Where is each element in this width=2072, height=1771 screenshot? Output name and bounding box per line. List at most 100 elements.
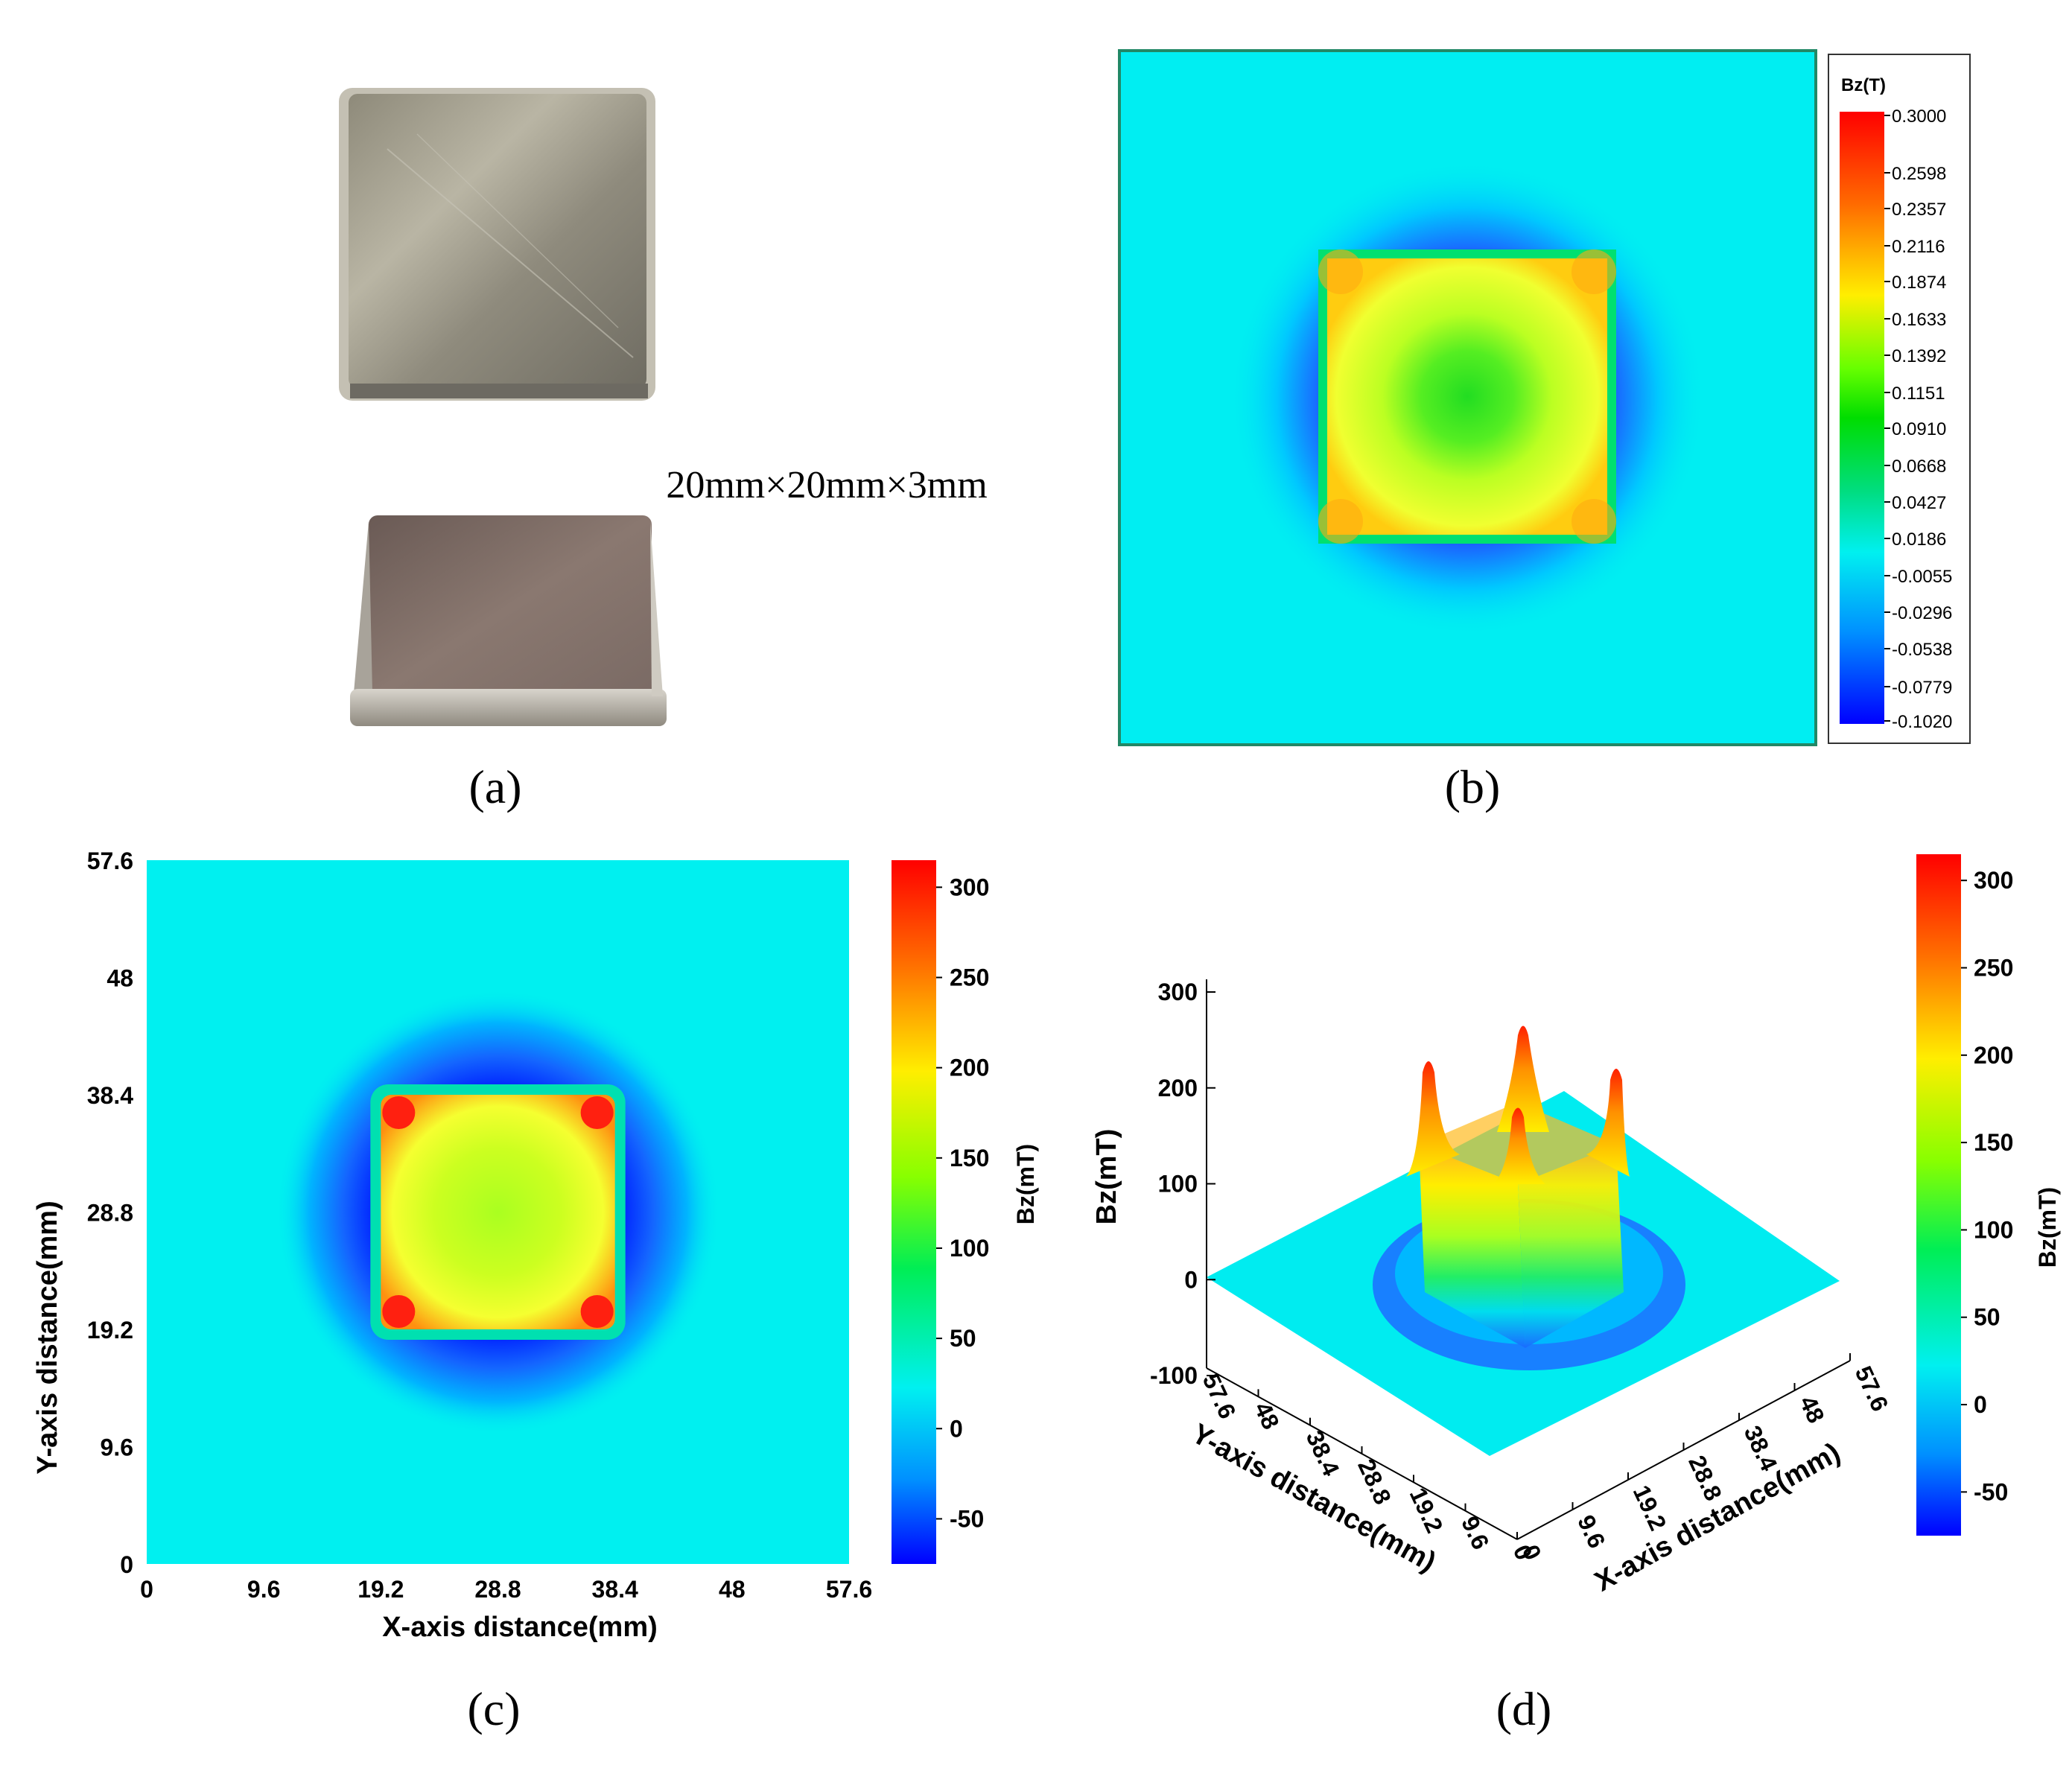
- surface-z-tick-label: 0: [1184, 1266, 1198, 1293]
- surface-zlabel: Bz(mT): [1091, 1129, 1122, 1225]
- surface-peak-right: [1586, 1069, 1630, 1177]
- caption-a: (a): [468, 760, 522, 813]
- surface-y-tick-label: 19.2: [1405, 1484, 1449, 1537]
- colorbar-b-tick-label: 0.2357: [1892, 200, 1946, 220]
- heatmap-corner-peak: [580, 1295, 614, 1328]
- surface-wall-left: [1419, 1145, 1525, 1348]
- heatmap-axes: 0 9.6 19.2 28.8 38.4 48 57.6 0 9.6 19.2 28.8 38.4 48…: [87, 848, 872, 1603]
- heatmap-cb-tick-label: 0: [950, 1415, 963, 1442]
- caption-b: (b): [1444, 760, 1501, 813]
- colorbar-b-tick-label: 0.0668: [1892, 457, 1946, 477]
- heatmap-y-tick: 28.8: [87, 1200, 133, 1227]
- heatmap-ylabel: Y-axis distance(mm): [32, 1201, 63, 1474]
- colorbar-b-tick-label: 0.1392: [1892, 346, 1946, 366]
- surface-x-tick-label: 19.2: [1628, 1481, 1672, 1535]
- heatmap-chart: 0 9.6 19.2 28.8 38.4 48 57.6 0 9.6 19.2 28.8 38.4 48…: [32, 848, 1039, 1643]
- colorbar-b-ticks: 0.3000 0.2598 0.2357 0.2116 0.1874 0.1633 0.13…: [1884, 106, 1952, 732]
- heatmap-cb-tick-label: 50: [950, 1325, 976, 1352]
- heatmap-x-tick: 19.2: [357, 1576, 404, 1603]
- heatmap-cb-tick-label: 200: [950, 1055, 989, 1081]
- colorbar-b-tick-label: -0.0296: [1892, 603, 1952, 623]
- heatmap-corner-peak: [382, 1096, 416, 1129]
- heatmap-cb-tick-label: 250: [950, 964, 989, 991]
- surface-colorbar-label: Bz(mT): [2034, 1187, 2061, 1268]
- surface-colorbar-ticks: 300 250 200 150 100 50 0 -50: [1961, 867, 2013, 1505]
- heatmap-cb-tick-label: 150: [950, 1145, 989, 1171]
- surface-cb-tick-label: 150: [1974, 1129, 2013, 1156]
- colorbar-b-tick-label: 0.0427: [1892, 493, 1946, 513]
- heatmap-colorbar: [892, 860, 936, 1564]
- surface-colorbar: [1916, 854, 1961, 1536]
- colorbar-b-tick-label: 0.1151: [1892, 384, 1945, 404]
- colorbar-b-title: Bz(T): [1841, 75, 1886, 95]
- surface-z-tick-label: -100: [1150, 1362, 1198, 1389]
- surface-cb-tick-label: 250: [1974, 955, 2013, 982]
- simulation-contour: Bz(T) 0.3000 0.2598 0.2357 0.2116 0.1874 0.16…: [1118, 49, 1971, 746]
- heatmap-x-tick: 48: [719, 1576, 746, 1603]
- colorbar-b-tick-label: 0.3000: [1892, 106, 1946, 127]
- colorbar-b-tick-label: 0.0186: [1892, 530, 1946, 550]
- colorbar-b-tick-label: 0.2116: [1892, 237, 1945, 257]
- magnet-dimension-label: 20mm×20mm×3mm: [666, 464, 987, 506]
- heatmap-cb-tick-label: 300: [950, 874, 989, 900]
- heatmap-x-tick: 57.6: [826, 1576, 872, 1603]
- heatmap-corner-peak: [382, 1295, 416, 1328]
- colorbar-b-tick-label: -0.0055: [1892, 567, 1952, 587]
- heatmap-y-tick: 9.6: [101, 1434, 133, 1461]
- panel-b: Bz(T) 0.3000 0.2598 0.2357 0.2116 0.1874 0.16…: [1102, 0, 2071, 819]
- heatmap-cb-tick-label: 100: [950, 1235, 989, 1262]
- surface-cb-tick-label: 200: [1974, 1042, 2013, 1069]
- colorbar-b-tick-label: 0.2598: [1892, 164, 1946, 184]
- surface-xlabel: X-axis distance(mm): [1589, 1437, 1846, 1598]
- panel-c: 0 9.6 19.2 28.8 38.4 48 57.6 0 9.6 19.2 28.8 38.4 48…: [0, 827, 1058, 1767]
- colorbar-b-gradient: [1840, 112, 1884, 724]
- surface-y-tick-label: 28.8: [1353, 1455, 1396, 1509]
- surface-x-tick-label: 57.6: [1850, 1362, 1894, 1416]
- colorbar-b-tick-label: -0.0779: [1892, 678, 1952, 698]
- surface-peak-left: [1406, 1061, 1460, 1177]
- panel-d: 300 200 100 0 -100 57.6 48 38.4 28.8 19.2 9.6 0 0 9.6…: [1072, 827, 2071, 1767]
- surface-cb-tick-label: -50: [1974, 1478, 2008, 1505]
- heatmap-x-tick: 28.8: [474, 1576, 521, 1603]
- heatmap-y-tick: 19.2: [87, 1317, 133, 1344]
- surface-wall-right: [1518, 1145, 1624, 1348]
- surface-x-tick-label: 28.8: [1683, 1452, 1727, 1505]
- heatmap-colorbar-label: Bz(mT): [1012, 1144, 1039, 1224]
- colorbar-b-tick-label: 0.1874: [1892, 273, 1946, 293]
- surface-y-tick-label: 57.6: [1198, 1370, 1242, 1423]
- caption-c: (c): [467, 1682, 521, 1735]
- surface-z-tick-label: 100: [1158, 1171, 1198, 1198]
- heatmap-x-tick: 9.6: [247, 1576, 280, 1603]
- colorbar-b-tick-label: -0.0538: [1892, 640, 1952, 660]
- magnet-photos: 20mm×20mm×3mm: [339, 88, 988, 726]
- surface-cb-tick-label: 100: [1974, 1216, 2013, 1243]
- caption-d: (d): [1496, 1682, 1552, 1735]
- surface-z-tick-label: 300: [1158, 979, 1198, 1005]
- colorbar-b-tick-label: -0.1020: [1892, 712, 1952, 732]
- heatmap-cb-tick-label: -50: [950, 1505, 984, 1532]
- heatmap-y-tick: 48: [107, 965, 133, 992]
- contour-magnet-face: [1327, 258, 1607, 535]
- surface-peak-front: [1493, 1107, 1545, 1184]
- heatmap-y-tick: 0: [120, 1551, 133, 1578]
- heatmap-plot-area: [147, 860, 849, 1564]
- surface-x-tick-label: 9.6: [1572, 1511, 1610, 1553]
- heatmap-x-tick: 0: [140, 1576, 153, 1603]
- heatmap-colorbar-ticks: 300 250 200 150 100 50 0 -50: [936, 874, 989, 1532]
- heatmap-xlabel: X-axis distance(mm): [382, 1612, 658, 1643]
- colorbar-b-tick-label: 0.0910: [1892, 419, 1946, 439]
- heatmap-y-tick: 38.4: [87, 1082, 133, 1109]
- surface-cb-tick-label: 0: [1974, 1391, 1987, 1418]
- colorbar-b-tick-label: 0.1633: [1892, 310, 1946, 330]
- heatmap-x-tick: 38.4: [592, 1576, 638, 1603]
- heatmap-corner-peak: [580, 1096, 614, 1129]
- surface-cb-tick-label: 50: [1974, 1304, 2001, 1331]
- magnet-bottom-photo: [350, 515, 667, 726]
- surface-peak-back: [1497, 1026, 1549, 1132]
- surface-x-tick-label: 48: [1794, 1392, 1830, 1427]
- magnet-top-photo: [339, 88, 655, 401]
- heatmap-y-tick: 57.6: [87, 848, 133, 874]
- panel-a: 20mm×20mm×3mm (a): [0, 0, 1080, 819]
- surface-y-tick-label: 48: [1249, 1398, 1285, 1433]
